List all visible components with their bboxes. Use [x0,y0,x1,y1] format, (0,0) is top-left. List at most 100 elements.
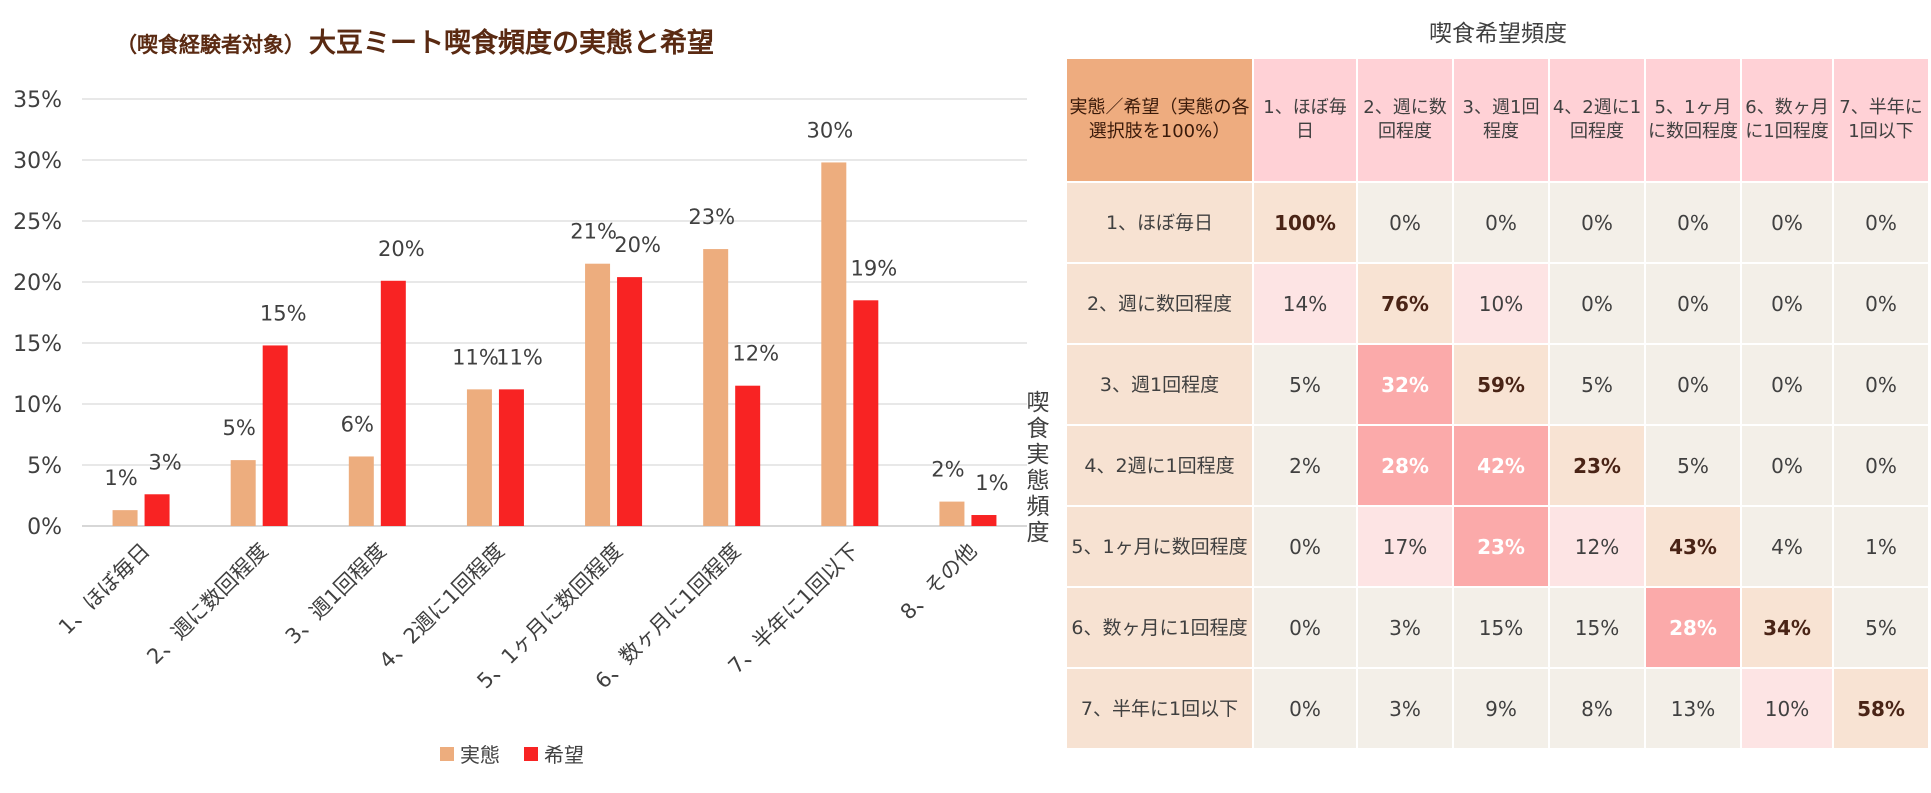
bar-実態 [230,460,256,526]
y-tick-label: 5% [27,454,62,479]
legend-swatch [524,747,538,761]
bar-実態 [112,510,138,526]
bar-希望 [853,300,879,526]
legend-label: 希望 [544,743,584,767]
bar-chart: （喫食経験者対象） 大豆ミート喫食頻度の実態と希望 0% 5% 10% 15% 20% 25… [13,27,1027,767]
matrix-cell: 2% [1252,424,1358,507]
matrix-cell: 14% [1252,262,1358,345]
x-category-label: 1、ほぼ毎日 [54,539,155,640]
legend-label: 実態 [460,743,500,767]
x-category-label: 8、その他 [896,539,982,625]
matrix-cell: 5% [1252,343,1358,426]
matrix-cell: 0% [1740,262,1834,345]
bar-希望 [262,345,288,526]
y-tick-label: 30% [13,149,62,174]
matrix-cell: 0% [1548,262,1646,345]
matrix-row-header: 2、週に数回程度 [1065,262,1254,345]
matrix-cell: 5% [1644,424,1742,507]
x-category-label: 2、週に数回程度 [142,539,272,669]
matrix-cell: 34% [1740,586,1834,669]
matrix-row: 1、ほぼ毎日 100% 0% 0% 0% 0% 0% 0% [1065,181,1930,264]
matrix-cell: 13% [1644,667,1742,750]
bar-実態 [466,389,492,526]
matrix-cell: 1% [1832,505,1930,588]
matrix-cell: 32% [1356,343,1454,426]
matrix-cell: 28% [1356,424,1454,507]
chart-title-main: 大豆ミート喫食頻度の実態と希望 [309,27,714,59]
matrix-cell: 0% [1832,343,1930,426]
matrix-cell: 4% [1740,505,1834,588]
matrix-cell: 9% [1452,667,1550,750]
matrix-cell: 23% [1548,424,1646,507]
y-axis-ticks: 0% 5% 10% 15% 20% 25% 30% 35% [13,88,62,540]
matrix-column-header: 5、1ヶ月に数回程度 [1644,57,1742,183]
matrix-cell: 0% [1832,262,1930,345]
matrix-cell: 0% [1644,181,1742,264]
y-tick-label: 35% [13,88,62,113]
data-label: 11% [452,345,499,369]
legend-swatch [440,747,454,761]
bar-実態 [939,501,965,526]
matrix-cell: 0% [1832,181,1930,264]
bar-実態 [703,249,729,526]
matrix-title: 喫食希望頻度 [1429,21,1567,47]
matrix-cell: 3% [1356,667,1454,750]
matrix-cell: 0% [1356,181,1454,264]
data-label: 20% [378,237,425,261]
data-label: 11% [496,345,543,369]
matrix-row-header: 5、1ヶ月に数回程度 [1065,505,1254,588]
matrix-cell: 0% [1644,343,1742,426]
y-tick-label: 25% [13,210,62,235]
data-label: 2% [931,458,964,482]
matrix-cell: 0% [1832,424,1930,507]
data-labels: 1%3%5%15%6%20%11%11%21%20%23%12%30%19%2%… [104,118,1008,495]
chart-title-prefix: （喫食経験者対象） [116,33,305,57]
matrix-cell: 0% [1452,181,1550,264]
matrix-cell: 43% [1644,505,1742,588]
data-label: 15% [260,301,307,325]
gridlines [82,98,1027,527]
x-category-label: 7、半年に1回以下 [724,539,864,679]
matrix-row: 5、1ヶ月に数回程度 0% 17% 23% 12% 43% 4% 1% [1065,505,1930,588]
data-label: 20% [614,233,661,257]
matrix-row: 6、数ヶ月に1回程度 0% 3% 15% 15% 28% 34% 5% [1065,586,1930,669]
matrix-row: 3、週1回程度 5% 32% 59% 5% 0% 0% 0% [1065,343,1930,426]
matrix-row-header: 3、週1回程度 [1065,343,1254,426]
bar-希望 [617,277,643,526]
matrix-cell: 0% [1740,181,1834,264]
bars [112,162,997,526]
matrix-cell: 10% [1452,262,1550,345]
matrix-body: 1、ほぼ毎日 100% 0% 0% 0% 0% 0% 0% 2、週に数回程度 14% 76% 10% 0… [1065,181,1930,750]
x-category-label: 3、週1回程度 [281,539,391,649]
matrix-cell: 0% [1740,424,1834,507]
matrix-row-header: 1、ほぼ毎日 [1065,181,1254,264]
matrix-cell: 15% [1452,586,1550,669]
bar-希望 [971,515,997,526]
matrix-cell: 0% [1644,262,1742,345]
matrix-column-header: 6、数ヶ月に1回程度 [1740,57,1834,183]
y-tick-label: 10% [13,393,62,418]
frequency-matrix: 実態／希望（実態の各選択肢を100%） 1、ほぼ毎日 2、週に数回程度 3、週1回程… [1065,57,1930,750]
bar-希望 [380,280,406,526]
matrix-row-header: 4、2週に1回程度 [1065,424,1254,507]
matrix-cell: 23% [1452,505,1550,588]
matrix-column-header: 3、週1回程度 [1452,57,1550,183]
matrix-row: 4、2週に1回程度 2% 28% 42% 23% 5% 0% 0% [1065,424,1930,507]
data-label: 3% [148,450,181,474]
matrix-column-header: 2、週に数回程度 [1356,57,1454,183]
matrix-cell: 28% [1644,586,1742,669]
data-label: 30% [806,118,853,142]
bar-希望 [498,389,524,526]
data-label: 21% [570,220,617,244]
matrix-cell: 10% [1740,667,1834,750]
matrix-cell: 8% [1548,667,1646,750]
data-label: 1% [975,471,1008,495]
matrix-cell: 59% [1452,343,1550,426]
matrix-header-row: 実態／希望（実態の各選択肢を100%） 1、ほぼ毎日 2、週に数回程度 3、週1回程… [1065,57,1930,183]
matrix-corner-label: 実態／希望（実態の各選択肢を100%） [1065,57,1254,183]
bar-実態 [585,263,611,526]
y-tick-label: 15% [13,332,62,357]
matrix-cell: 0% [1740,343,1834,426]
matrix-cell: 0% [1548,181,1646,264]
